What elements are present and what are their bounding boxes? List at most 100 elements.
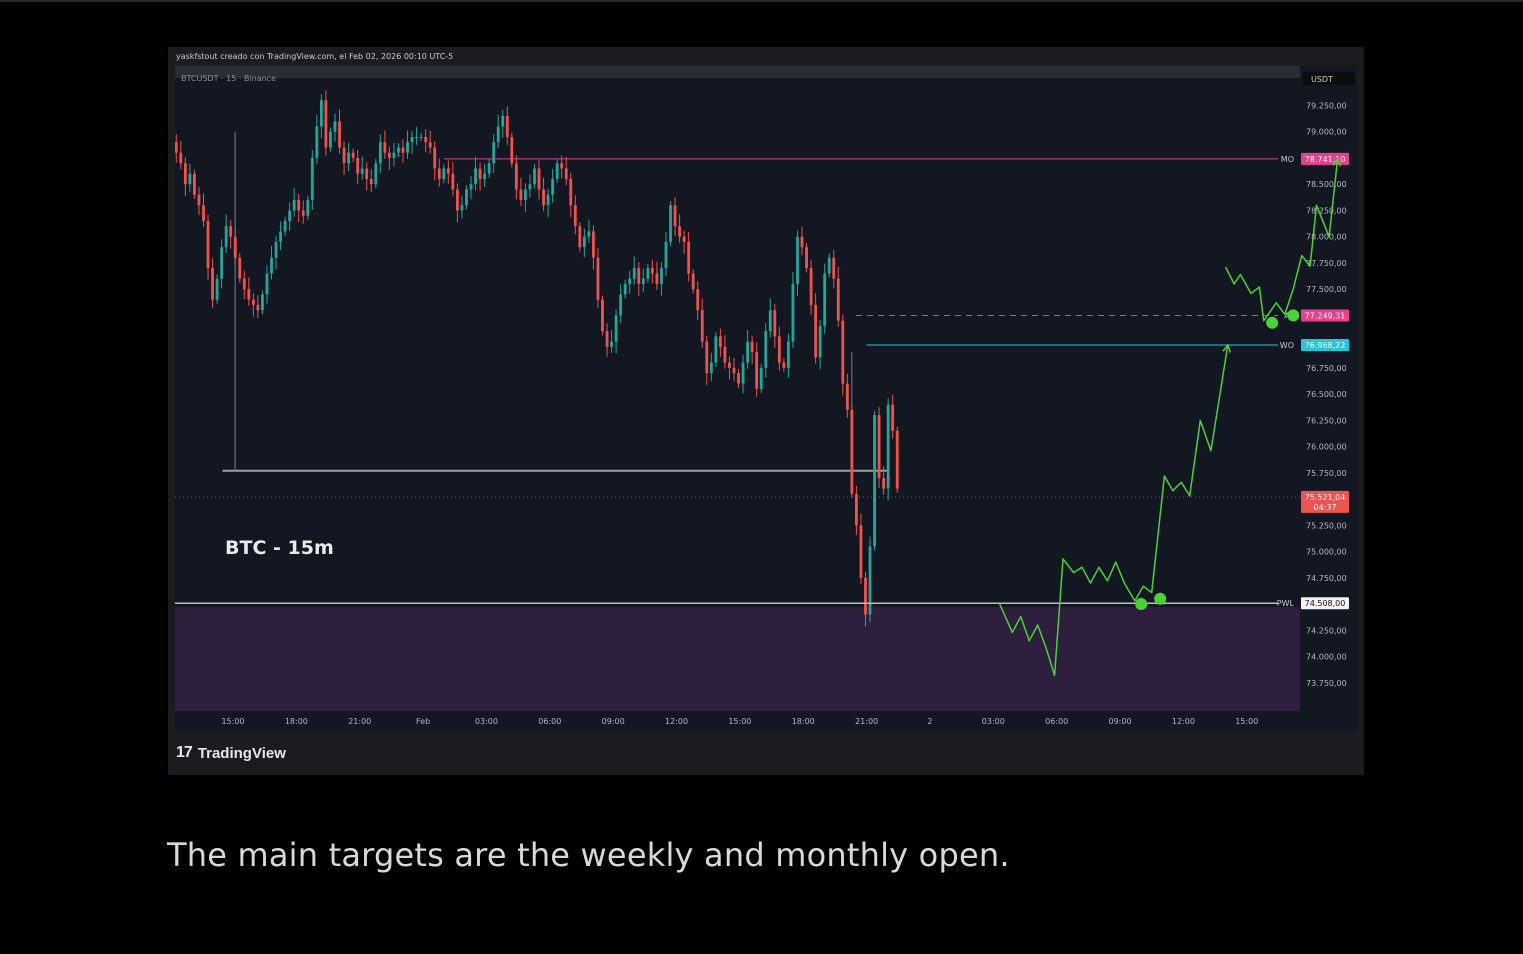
candle-body	[664, 241, 668, 269]
tradingview-brand[interactable]: 17 TradingView	[176, 744, 286, 762]
tradingview-brand-label: TradingView	[197, 744, 286, 762]
candle-body	[542, 189, 545, 206]
time-tick-label: 12:00	[665, 717, 688, 726]
price-tick-label: 76.250,00	[1306, 416, 1347, 425]
candle-body	[492, 142, 496, 164]
candle-body	[564, 168, 568, 179]
candle-body	[728, 362, 731, 368]
price-tick-label: 74.250,00	[1306, 626, 1347, 635]
candle-body	[759, 367, 763, 389]
time-tick-label: 09:00	[602, 717, 625, 726]
price-tick-label: 79.250,00	[1306, 101, 1347, 110]
candle-body	[288, 210, 292, 221]
candle-body	[283, 220, 287, 232]
entry-point-marker	[1135, 598, 1148, 611]
candle-body	[841, 320, 845, 384]
candle-body	[242, 278, 246, 290]
candle-body	[891, 404, 895, 431]
price-tick-label: 73.750,00	[1306, 679, 1347, 688]
candle-body	[737, 373, 740, 384]
price-tick-label: 75.250,00	[1306, 521, 1347, 530]
chart-header-bar	[175, 66, 1300, 78]
candle-body	[197, 194, 201, 206]
candle-body	[297, 199, 301, 211]
candle-body	[465, 189, 468, 206]
candle-body	[524, 189, 527, 200]
candle-body	[319, 100, 323, 127]
candle-body	[718, 336, 722, 347]
candle-body	[628, 278, 632, 284]
candle-body	[374, 163, 378, 185]
candle-body	[406, 142, 409, 153]
time-axis[interactable]	[175, 711, 1300, 731]
candle-body	[188, 173, 192, 185]
candle-body	[895, 430, 899, 489]
candle-body	[510, 136, 514, 164]
candle-body	[338, 121, 341, 148]
candle-body	[433, 147, 437, 169]
video-caption: The main targets are the weekly and mont…	[167, 836, 1010, 874]
projection-group	[999, 157, 1342, 677]
snapshot-attribution: yaskfstout creado con TradingView.com, e…	[176, 52, 454, 61]
candle-body	[560, 163, 564, 169]
candle-body	[619, 294, 623, 316]
candle-body	[614, 315, 618, 342]
candle-body	[868, 546, 872, 615]
candle-body	[877, 415, 881, 479]
candle-body	[378, 142, 382, 164]
candle-body	[193, 173, 196, 195]
candle-body	[247, 289, 251, 300]
candle-body	[864, 577, 867, 615]
candle-body	[306, 199, 310, 216]
time-tick-label: 06:00	[1045, 717, 1068, 726]
price-chart[interactable]: BTCUSDT · 15 · Binance USDT BTC - 15m 73…	[175, 66, 1357, 731]
candle-body	[741, 362, 745, 384]
candle-body	[709, 362, 713, 374]
candle-body	[782, 362, 786, 368]
level-price-label: 78.741,10	[1305, 155, 1346, 164]
time-tick-label: 12:00	[1172, 717, 1195, 726]
time-tick-label: 15:00	[1235, 717, 1258, 726]
candle-body	[410, 136, 414, 143]
candle-body	[329, 131, 332, 148]
candle-body	[750, 341, 754, 353]
candle-body	[347, 152, 350, 164]
candle-body	[483, 173, 487, 179]
entry-point-marker	[1266, 316, 1279, 329]
candle-body	[687, 241, 691, 274]
price-tick-label: 76.500,00	[1306, 390, 1347, 399]
candle-body	[805, 247, 808, 269]
tradingview-logo-icon: 17	[176, 744, 193, 761]
top-edge-line	[0, 0, 1523, 2]
candle-body	[845, 383, 849, 410]
price-tick-label: 79.000,00	[1306, 128, 1347, 137]
time-tick-label: 21:00	[348, 717, 371, 726]
candle-body	[646, 268, 650, 279]
candle-body	[324, 100, 328, 148]
candle-body	[211, 268, 214, 300]
previous-week-low-zone	[175, 607, 1300, 711]
candle-body	[796, 236, 799, 284]
level-label-mo: MO	[1281, 155, 1294, 164]
currency-box	[1303, 72, 1355, 85]
plot-area[interactable]	[175, 78, 1300, 711]
candle-body	[360, 168, 364, 174]
candle-body	[800, 236, 804, 248]
level-price-box	[1301, 597, 1349, 610]
time-tick-label: 18:00	[285, 717, 308, 726]
candle-body	[855, 493, 858, 526]
candle-body	[823, 273, 827, 326]
candle-body	[356, 157, 360, 174]
entry-point-marker	[1287, 309, 1300, 322]
candle-body	[596, 257, 600, 300]
price-tick-label: 76.000,00	[1306, 443, 1347, 452]
candle-body	[578, 226, 582, 248]
price-axis[interactable]	[1300, 66, 1357, 731]
candle-body	[206, 220, 210, 269]
candle-body	[478, 168, 482, 179]
price-ticks: 73.750,00 74.000,00 74.250,00 74.750,00 75.0…	[1306, 101, 1347, 687]
projection-arrow-weekly	[1222, 343, 1232, 353]
candle-body	[175, 142, 178, 153]
candle-body	[832, 257, 836, 279]
